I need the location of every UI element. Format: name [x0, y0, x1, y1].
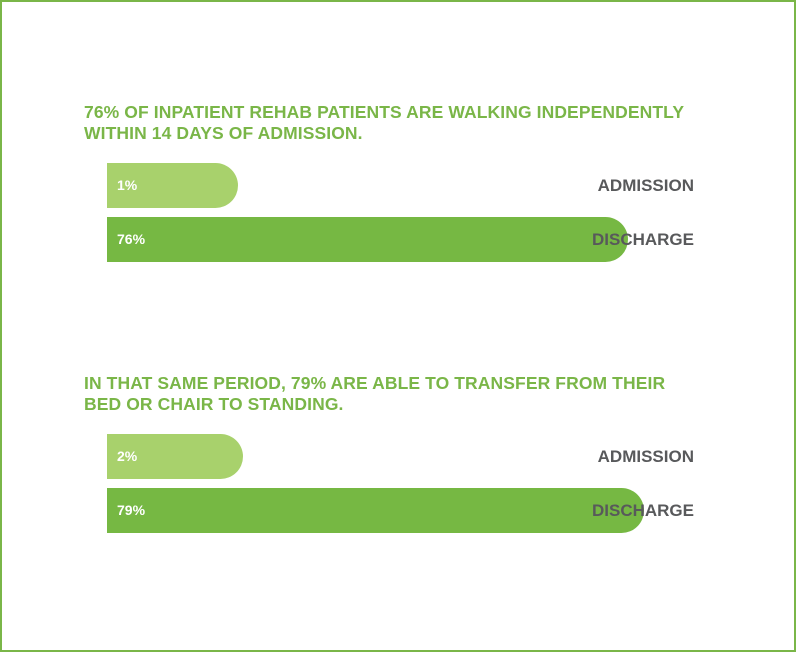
walking-admission-label: ADMISSION [597, 176, 694, 195]
walking-admission-bar: 1% [107, 163, 238, 208]
transfer-admission-value: 2% [117, 448, 138, 464]
transfer-admission-bar: 2% [107, 434, 243, 479]
walking-admission-value: 1% [117, 177, 138, 193]
walking-discharge-value: 76% [117, 231, 146, 247]
transfer-chart-title: IN THAT SAME PERIOD, 79% ARE ABLE TO TRA… [84, 373, 666, 414]
transfer-discharge-bar: 79% [107, 488, 644, 533]
walking-discharge-label: DISCHARGE [591, 230, 694, 249]
walking-chart-title: 76% OF INPATIENT REHAB PATIENTS ARE WALK… [84, 102, 684, 143]
walking-discharge-bar: 76% [107, 217, 628, 262]
transfer-discharge-label: DISCHARGE [591, 501, 694, 520]
transfer-admission-label: ADMISSION [597, 447, 694, 466]
transfer-discharge-value: 79% [117, 502, 146, 518]
